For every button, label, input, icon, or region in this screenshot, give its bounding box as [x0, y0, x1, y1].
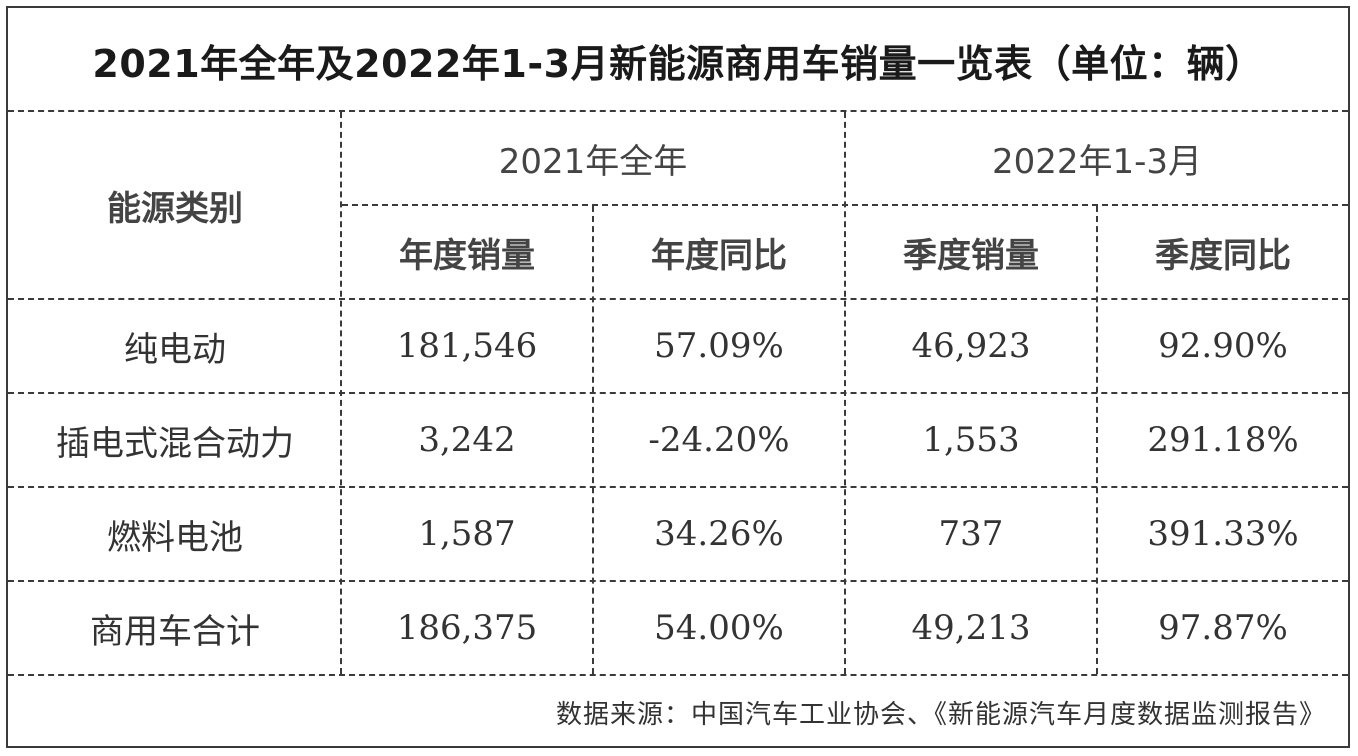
- rule-row-1: [8, 392, 1348, 394]
- row-quarter-sales: 737: [938, 514, 1004, 554]
- rule-below-title: [8, 110, 1348, 112]
- rule-col-4: [1096, 206, 1098, 674]
- row-quarter-sales: 1,553: [922, 420, 1020, 460]
- row-annual-sales: 3,242: [418, 420, 516, 460]
- row-quarter-yoy: 92.90%: [1158, 326, 1288, 366]
- header-quarter-sales: 季度销量: [903, 235, 1039, 276]
- header-quarter-yoy: 季度同比: [1155, 235, 1291, 276]
- rule-col-3: [844, 112, 846, 674]
- header-group-2021: 2021年全年: [498, 141, 688, 182]
- rule-row-3: [8, 580, 1348, 582]
- rule-col-2: [592, 206, 594, 674]
- header-group-2022: 2022年1-3月: [991, 141, 1203, 182]
- row-annual-sales: 1,587: [418, 514, 516, 554]
- row-annual-yoy: -24.20%: [648, 420, 790, 460]
- row-quarter-yoy: 291.18%: [1147, 420, 1299, 460]
- header-category: 能源类别: [107, 188, 243, 229]
- row-category: 燃料电池: [107, 517, 243, 558]
- rule-col-1: [340, 112, 342, 674]
- rule-below-header: [8, 298, 1348, 300]
- header-annual-yoy: 年度同比: [651, 235, 787, 276]
- row-annual-sales: 186,375: [396, 608, 538, 648]
- table-title: 2021年全年及2022年1-3月新能源商用车销量一览表（单位：辆）: [92, 41, 1264, 86]
- row-annual-yoy: 54.00%: [654, 608, 784, 648]
- sales-table: 2021年全年及2022年1-3月新能源商用车销量一览表（单位：辆） 能源类别 …: [6, 6, 1350, 748]
- data-source-note: 数据来源：中国汽车工业协会、《新能源汽车月度数据监测报告》: [555, 699, 1326, 730]
- row-annual-yoy: 57.09%: [654, 326, 784, 366]
- rule-row-2: [8, 486, 1348, 488]
- row-quarter-sales: 46,923: [911, 326, 1031, 366]
- header-annual-sales: 年度销量: [399, 235, 535, 276]
- row-category: 纯电动: [124, 329, 226, 370]
- row-category: 插电式混合动力: [56, 423, 294, 464]
- row-annual-sales: 181,546: [396, 326, 538, 366]
- rule-row-4: [8, 674, 1348, 676]
- row-category: 商用车合计: [90, 611, 260, 652]
- row-quarter-yoy: 391.33%: [1147, 514, 1299, 554]
- row-annual-yoy: 34.26%: [654, 514, 784, 554]
- row-quarter-yoy: 97.87%: [1158, 608, 1288, 648]
- row-quarter-sales: 49,213: [911, 608, 1031, 648]
